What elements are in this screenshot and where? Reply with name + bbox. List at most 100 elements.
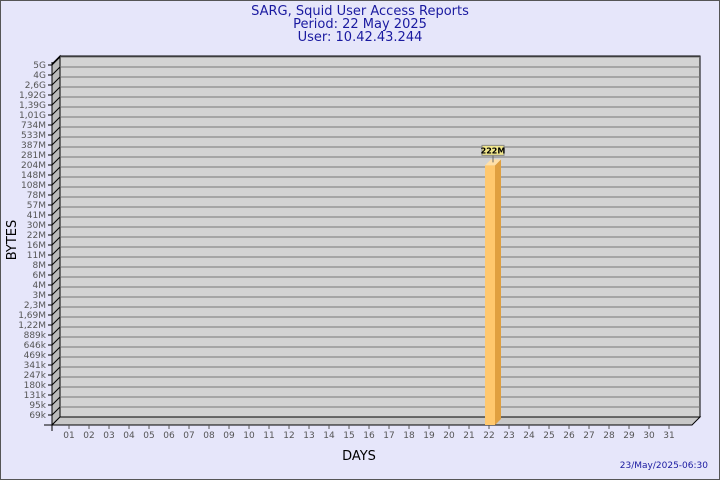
y-tick-label: 469k	[24, 351, 47, 361]
y-tick-diagonal	[51, 386, 61, 396]
y-tick-diagonal	[51, 206, 61, 216]
y-tick-diagonal	[51, 196, 61, 206]
y-axis-title: BYTES	[5, 220, 20, 261]
data-label: 222M	[481, 146, 506, 155]
y-tick-diagonal	[51, 246, 61, 256]
y-tick-diagonal	[51, 236, 61, 246]
x-tick-label: 21	[463, 431, 474, 441]
y-tick-diagonal	[51, 116, 61, 126]
y-tick-label: 22M	[27, 231, 46, 241]
y-tick-diagonal	[51, 96, 61, 106]
y-tick-label: 11M	[27, 251, 46, 261]
x-tick-label: 13	[303, 431, 314, 441]
x-tick-label: 26	[563, 431, 575, 441]
y-tick-diagonal	[51, 56, 61, 66]
y-tick-diagonal	[51, 226, 61, 236]
y-tick-label: 1,39G	[19, 101, 46, 111]
chart-period: Period: 22 May 2025	[293, 17, 427, 32]
y-tick-diagonal	[51, 146, 61, 156]
y-tick-diagonal	[51, 276, 61, 286]
y-tick-label: 1,22M	[18, 321, 46, 331]
y-tick-diagonal	[51, 186, 61, 196]
x-tick-label: 19	[423, 431, 435, 441]
y-tick-diagonal	[51, 316, 61, 326]
x-tick-label: 25	[543, 431, 554, 441]
y-tick-diagonal	[51, 336, 61, 346]
chart-user: User: 10.42.43.244	[297, 30, 423, 45]
y-tick-diagonal	[51, 286, 61, 296]
y-tick-label: 16M	[27, 241, 46, 251]
y-tick-label: 6M	[33, 271, 47, 281]
x-tick-label: 01	[63, 431, 74, 441]
y-tick-label: 69k	[29, 411, 46, 421]
y-tick-diagonal	[51, 76, 61, 86]
chart-title: SARG, Squid User Access Reports	[251, 4, 469, 19]
x-tick-label: 23	[503, 431, 514, 441]
x-tick-label: 24	[523, 431, 535, 441]
x-tick-label: 20	[443, 431, 455, 441]
x-tick-label: 30	[643, 431, 655, 441]
y-tick-diagonal	[51, 106, 61, 116]
y-tick-diagonal	[51, 346, 61, 356]
y-tick-label: 1,01G	[19, 111, 46, 121]
bar-side	[495, 159, 501, 426]
y-tick-label: 2,3M	[24, 301, 46, 311]
y-tick-diagonal	[51, 396, 61, 406]
x-tick-label: 06	[163, 431, 175, 441]
y-tick-diagonal	[51, 406, 61, 416]
x-tick-label: 22	[483, 431, 494, 441]
x-tick-label: 10	[243, 431, 255, 441]
y-tick-label: 387M	[21, 141, 46, 151]
x-tick-label: 09	[223, 431, 235, 441]
y-tick-diagonal	[51, 376, 61, 386]
y-tick-label: 734M	[21, 121, 46, 131]
x-tick-label: 27	[583, 431, 594, 441]
y-tick-diagonal	[51, 176, 61, 186]
y-tick-diagonal	[51, 86, 61, 96]
x-tick-label: 14	[323, 431, 335, 441]
y-tick-label: 4M	[33, 281, 47, 291]
x-tick-label: 02	[83, 431, 94, 441]
y-tick-label: 5G	[33, 61, 46, 71]
y-tick-label: 4G	[33, 71, 46, 81]
x-tick-label: 04	[123, 431, 135, 441]
y-tick-label: 95k	[29, 401, 46, 411]
y-tick-diagonal	[51, 156, 61, 166]
x-tick-label: 16	[363, 431, 375, 441]
y-tick-diagonal	[51, 306, 61, 316]
plot-floor	[50, 416, 702, 426]
y-tick-diagonal	[51, 136, 61, 146]
y-tick-diagonal	[51, 356, 61, 366]
y-tick-diagonal	[51, 126, 61, 136]
y-tick-diagonal	[51, 296, 61, 306]
x-tick-label: 05	[143, 431, 154, 441]
y-tick-label: 1,92G	[19, 91, 46, 101]
y-tick-diagonal	[51, 256, 61, 266]
y-tick-label: 57M	[27, 201, 46, 211]
y-tick-label: 247k	[24, 371, 47, 381]
x-tick-label: 28	[603, 431, 615, 441]
y-tick-label: 78M	[27, 191, 46, 201]
x-tick-label: 29	[623, 431, 635, 441]
x-tick-label: 12	[283, 431, 294, 441]
y-tick-label: 2,6G	[25, 81, 46, 91]
y-tick-label: 281M	[21, 151, 46, 161]
x-tick-label: 07	[183, 431, 194, 441]
bar	[485, 165, 495, 426]
x-tick-label: 11	[263, 431, 274, 441]
y-tick-diagonal	[51, 66, 61, 76]
y-tick-label: 204M	[21, 161, 46, 171]
x-axis-title: DAYS	[342, 449, 376, 464]
y-tick-label: 889k	[24, 331, 47, 341]
y-tick-label: 646k	[24, 341, 47, 351]
x-tick-label: 17	[383, 431, 394, 441]
x-tick-label: 15	[343, 431, 354, 441]
y-tick-label: 41M	[27, 211, 46, 221]
report-timestamp: 23/May/2025-06:30	[619, 461, 708, 471]
y-tick-label: 131k	[24, 391, 47, 401]
y-tick-label: 30M	[27, 221, 46, 231]
y-tick-label: 108M	[21, 181, 46, 191]
y-tick-diagonal	[51, 166, 61, 176]
y-tick-label: 8M	[33, 261, 47, 271]
